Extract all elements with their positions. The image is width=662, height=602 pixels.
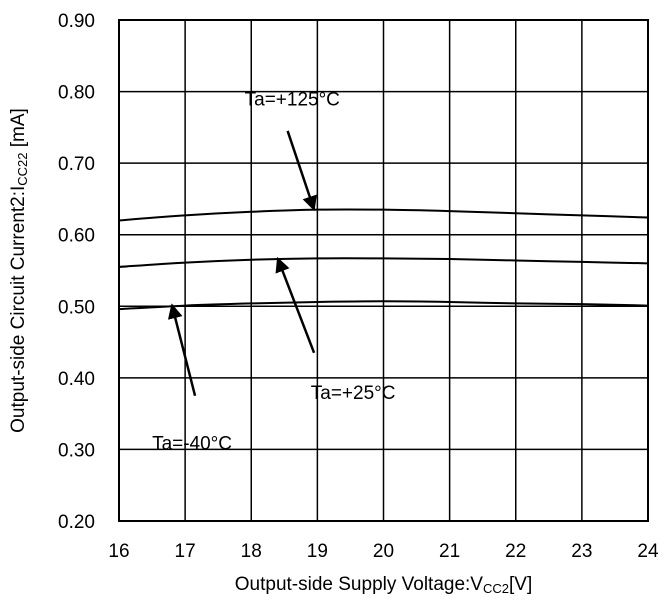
x-tick-label-4: 20 bbox=[373, 541, 394, 562]
y-tick-label-3: 0.50 bbox=[58, 297, 95, 318]
annotation-labels: Ta=+125°C Ta=+25°C Ta=-40°C bbox=[152, 90, 395, 455]
y-tick-label-2: 0.40 bbox=[58, 369, 95, 390]
x-tick-label-0: 16 bbox=[108, 541, 129, 562]
x-tick-labels: 16 17 18 19 20 21 22 23 24 bbox=[108, 541, 659, 562]
y-tick-label-1: 0.30 bbox=[58, 440, 95, 461]
series-line-0 bbox=[118, 208, 649, 222]
annotation-arrows bbox=[167, 130, 317, 397]
annotation-arrow-1 bbox=[275, 256, 316, 354]
x-tick-label-3: 19 bbox=[307, 541, 328, 562]
series-line-1 bbox=[118, 257, 649, 268]
annotation-label-0: Ta=+125°C bbox=[245, 90, 340, 111]
x-axis-label: Output-side Supply Voltage:VCC2[V] bbox=[235, 574, 532, 596]
x-tick-label-1: 17 bbox=[175, 541, 196, 562]
x-tick-label-8: 24 bbox=[637, 541, 659, 562]
y-axis-label: Output-side Circuit Current2:ICC22 [mA] bbox=[8, 108, 30, 433]
series-line-2 bbox=[118, 300, 649, 311]
x-tick-label-5: 21 bbox=[439, 541, 460, 562]
annotation-arrow-2 bbox=[167, 303, 197, 397]
x-tick-label-6: 22 bbox=[505, 541, 526, 562]
x-tick-label-7: 23 bbox=[571, 541, 592, 562]
series-layer bbox=[118, 208, 649, 311]
x-tick-label-2: 18 bbox=[241, 541, 262, 562]
y-tick-label-4: 0.60 bbox=[58, 226, 95, 247]
y-tick-label-6: 0.80 bbox=[58, 83, 95, 104]
annotation-label-2: Ta=-40°C bbox=[152, 433, 232, 454]
y-tick-label-7: 0.90 bbox=[58, 11, 95, 32]
y-tick-label-0: 0.20 bbox=[58, 512, 95, 533]
y-tick-label-5: 0.70 bbox=[58, 154, 95, 175]
annotation-arrow-0 bbox=[286, 130, 317, 212]
annotation-label-1: Ta=+25°C bbox=[311, 383, 396, 404]
y-tick-labels: 0.20 0.30 0.40 0.50 0.60 0.70 0.80 0.90 bbox=[58, 11, 95, 533]
plot-frame bbox=[118, 19, 649, 522]
